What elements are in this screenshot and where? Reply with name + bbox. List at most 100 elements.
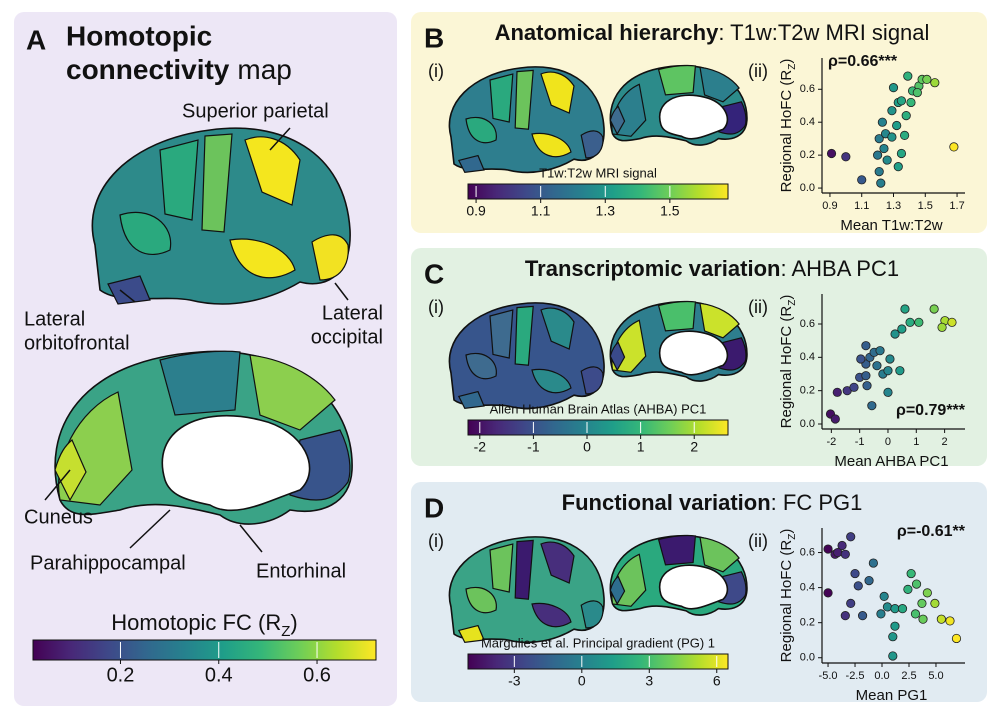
panel-letter: D [424,492,444,523]
region-label: Entorhinal [256,560,346,582]
sub-label: (i) [428,61,444,81]
y-axis-label: Regional HoFC (RZ) [778,295,798,429]
annotation: ρ=0.79*** [896,402,966,419]
point [895,366,905,376]
y-axis-label: Regional HoFC (RZ) [778,59,798,193]
y-tick-label: 0.6 [800,546,815,558]
point [868,558,878,568]
point [897,604,908,614]
point [887,106,897,116]
point [936,614,946,624]
x-axis-label: Mean AHBA PC1 [834,453,948,470]
brain-region [229,238,296,279]
point [857,611,868,621]
point [888,651,898,661]
title-bold: Anatomical hierarchy [495,20,720,45]
brain-region [699,302,740,339]
label-end: ) [290,610,297,635]
x-tick-label: 1 [913,436,919,448]
label-text: Homotopic FC (R [111,610,281,635]
point [918,614,928,624]
colorbar-tick-label: 0 [583,439,591,455]
brain-region [457,624,485,644]
point [922,74,932,85]
x-tick-label: 0.9 [822,200,837,212]
title-rest: : FC PG1 [771,490,863,515]
brain-region [489,73,514,123]
label-text: Regional HoFC (R [778,540,795,663]
y-tick-label: 0.6 [800,318,815,330]
brain-region [514,539,534,600]
point [841,152,851,162]
brain-region [465,352,497,380]
brain-region [657,300,697,332]
title-bold: Transcriptomic variation [525,256,781,281]
point [823,544,833,554]
point [864,575,874,586]
brain-region [457,154,485,174]
brain-hole [658,94,729,140]
colorbar-tick-label: 1.5 [660,203,680,219]
colorbar [467,419,729,436]
y-tick-label: 0.4 [800,116,815,128]
point [856,354,866,364]
brain-region [465,586,497,614]
brain-region [699,536,740,573]
point [930,78,940,88]
x-tick-label: -5.0 [819,670,838,682]
sub-label: (i) [428,297,444,317]
brain-region [54,439,87,502]
point [823,588,833,598]
point [900,304,910,314]
lat-brain [448,302,605,410]
point [930,598,940,608]
x-tick-label: 1.1 [854,200,869,212]
title-rest: map [237,54,291,85]
brain-region [514,69,534,130]
colorbar-tick-label: 1.3 [596,203,616,219]
brain-region [489,543,514,593]
colorbar [467,653,729,670]
point [947,317,957,327]
med-brain [54,350,353,525]
colorbar-label: T1w:T2w MRI signal [539,165,657,180]
point [873,150,883,160]
brain-region [514,305,534,366]
point [837,540,847,551]
point [917,598,927,608]
point [830,414,840,424]
point [883,387,893,397]
point [893,162,903,172]
point [910,609,921,619]
brain-region [457,390,485,410]
colorbar-tick-label: 0 [578,673,586,689]
point [874,134,884,144]
point [849,382,859,392]
point [885,354,895,364]
colorbar-tick-label: 3 [645,673,653,689]
annotation: ρ=-0.61** [897,523,966,540]
panel-title: Functional variation: FC PG1 [562,490,863,515]
point [890,621,900,631]
label-end: ) [778,59,795,64]
label-end: ) [778,295,795,300]
label-sub: Z [787,534,798,540]
point [887,132,897,142]
point [883,366,893,376]
colorbar-tick-label: 1 [637,439,645,455]
brain-region [609,341,626,372]
brain-hole [658,564,729,610]
point [903,584,913,594]
point [826,148,837,159]
y-tick-label: 0.0 [800,182,815,194]
point [914,317,924,327]
brain-region [540,541,575,584]
panel-title: Homotopic [66,20,212,51]
brain-region [465,116,497,144]
point [937,322,947,332]
point [879,143,889,154]
point [853,581,863,591]
title-rest: : AHBA PC1 [780,256,899,281]
brain-region [580,130,604,159]
point [861,341,871,351]
